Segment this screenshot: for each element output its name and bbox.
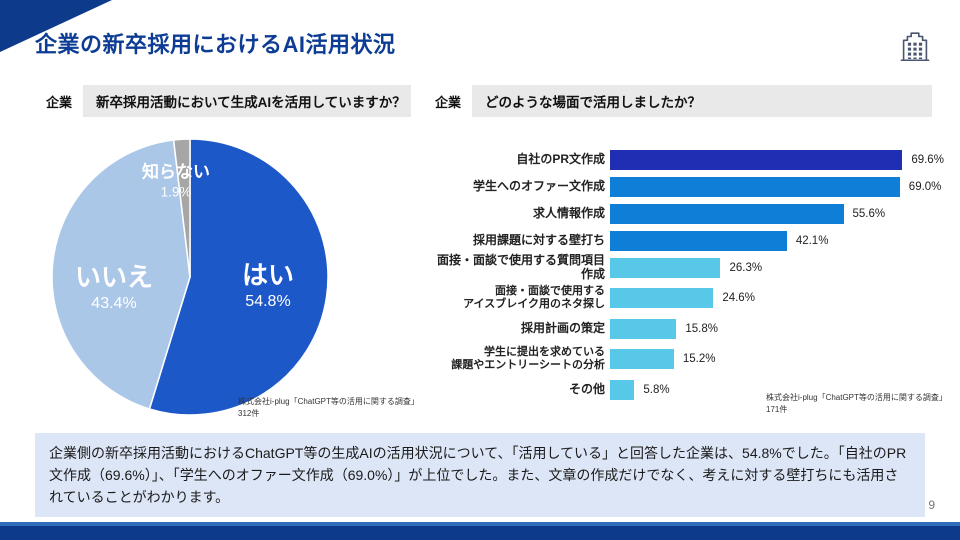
bar-row: 採用課題に対する壁打ち 42.1%: [428, 227, 948, 254]
right-question-bar: 企業 どのような場面で活用しましたか？: [424, 85, 932, 117]
bar-row: 面接・面談で使用する アイスブレイク用のネタ探し 24.6%: [428, 281, 948, 315]
bar-value-label: 69.0%: [908, 180, 942, 193]
footer-accent-dark: [0, 526, 960, 540]
bar-value-label: 15.2%: [682, 353, 716, 365]
bar-chart: 自社のPR文作成 69.6% 学生へのオファー文作成 69.0% 求人情報作成 55.6%…: [428, 146, 948, 403]
pie-label-1: はい 54.8%: [241, 259, 295, 311]
bar-category-label: その他: [568, 381, 605, 396]
bar-value-label: 15.8%: [685, 322, 718, 335]
pie-source-note: 株式会社i-plug「ChatGPT等の活用に関する調査」 312件: [238, 396, 419, 420]
pie-label-2: いいえ 43.4%: [74, 261, 154, 313]
bar-row: 面接・面談で使用する質問項目作成 26.3%: [428, 252, 948, 281]
bar-fill: [610, 379, 635, 400]
bar-fill: [610, 149, 903, 170]
bar-row: 採用計画の策定 15.8%: [428, 315, 948, 342]
left-question-text: 新卒採用活動において生成AIを活用していますか？: [96, 95, 406, 110]
building-icon: [900, 32, 930, 62]
left-question-tag: 企業: [35, 85, 83, 117]
bar-category-label: 採用計画の策定: [520, 320, 605, 335]
bar-value-label: 42.1%: [795, 234, 829, 247]
bar-row: 自社のPR文作成 69.6%: [428, 146, 948, 173]
pie-label-name: はい: [241, 259, 295, 290]
bar-category-label: 採用課題に対する壁打ち: [472, 232, 605, 247]
bar-category-label: 学生へのオファー文作成: [472, 178, 605, 193]
bar-fill: [610, 349, 674, 369]
bar-fill: [610, 203, 844, 224]
bar-fill: [610, 176, 900, 197]
bar-value-label: 26.3%: [729, 261, 763, 274]
bar-category-label: 面接・面談で使用する質問項目作成: [436, 252, 605, 281]
bar-source-line2: 171件: [766, 405, 788, 414]
bar-row: その他 5.8%: [428, 376, 948, 403]
bar-category-label: 学生に提出を求めている 課題やエントリーシートの分析: [451, 346, 605, 371]
bar-fill: [610, 230, 787, 251]
bar-source-line1: 株式会社i-plug「ChatGPT等の活用に関する調査」: [766, 393, 947, 402]
bar-fill: [610, 288, 714, 308]
pie-source-line2: 312件: [238, 409, 260, 418]
pie-chart-svg: [51, 138, 329, 416]
bar-row: 学生に提出を求めている 課題やエントリーシートの分析 15.2%: [428, 342, 948, 376]
pie-slice-3: [172, 138, 191, 278]
summary-text: 企業側の新卒採用活動におけるChatGPT等の生成AIの活用状況について、「活用…: [49, 445, 907, 506]
page-number: 9: [928, 498, 935, 512]
right-question-text: どのような場面で活用しましたか？: [485, 95, 701, 110]
pie-slice-2: [51, 139, 191, 410]
bar-value-label: 55.6%: [852, 207, 886, 220]
bar-value-label: 69.6%: [911, 153, 944, 166]
page-title: 企業の新卒採用におけるAI活用状況: [35, 32, 396, 57]
bar-source-note: 株式会社i-plug「ChatGPT等の活用に関する調査」 171件: [766, 392, 947, 416]
pie-label-value: 43.4%: [91, 294, 137, 312]
pie-chart: はい 54.8% いいえ 43.4% 知らない 1.9%: [50, 137, 330, 417]
bar-fill: [610, 318, 677, 339]
bar-row: 学生へのオファー文作成 69.0%: [428, 173, 948, 200]
bar-row: 求人情報作成 55.6%: [428, 200, 948, 227]
summary-box: 企業側の新卒採用活動におけるChatGPT等の生成AIの活用状況について、「活用…: [35, 433, 925, 518]
pie-source-line1: 株式会社i-plug「ChatGPT等の活用に関する調査」: [238, 397, 419, 406]
pie-label-value: 1.9%: [160, 184, 192, 200]
bar-category-label: 求人情報作成: [532, 205, 605, 220]
right-question-tag: 企業: [424, 85, 472, 117]
bar-category-label: 自社のPR文作成: [516, 151, 605, 166]
pie-label-3: 知らない 1.9%: [142, 162, 210, 199]
bar-value-label: 5.8%: [643, 383, 670, 396]
left-question-bar: 企業 新卒採用活動において生成AIを活用していますか？: [35, 85, 411, 117]
pie-label-name: 知らない: [142, 162, 210, 182]
bar-value-label: 24.6%: [722, 292, 755, 304]
bar-category-label: 面接・面談で使用する アイスブレイク用のネタ探し: [463, 285, 605, 310]
bar-fill: [610, 257, 721, 278]
pie-slice-1: [148, 138, 329, 416]
pie-label-value: 54.8%: [245, 292, 291, 310]
pie-label-name: いいえ: [74, 261, 154, 292]
footer-accent-light: [0, 522, 960, 526]
